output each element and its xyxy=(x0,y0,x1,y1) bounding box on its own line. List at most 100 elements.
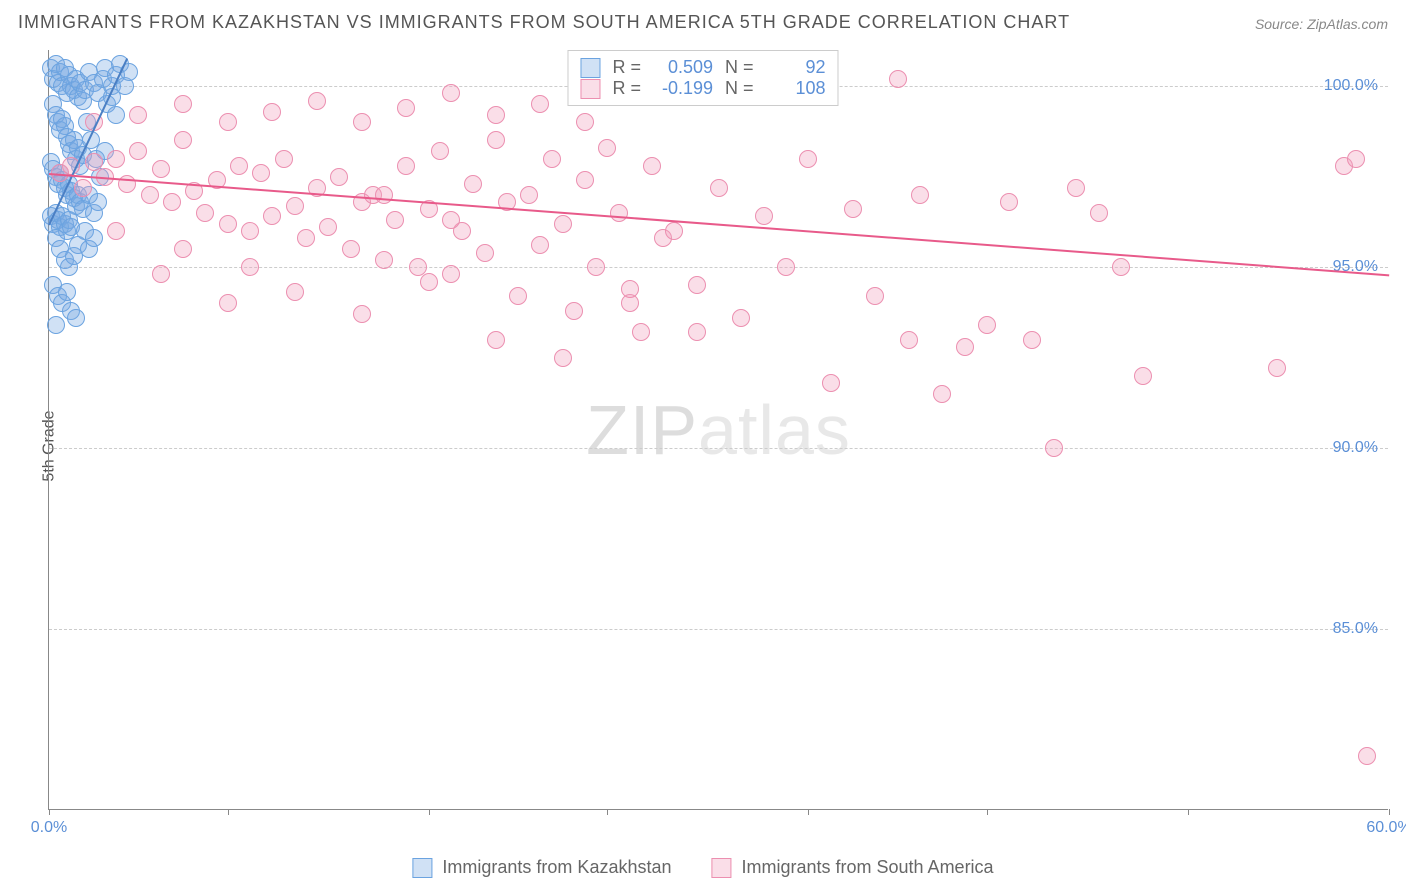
x-tick xyxy=(228,809,229,815)
data-point xyxy=(47,316,65,334)
x-tick xyxy=(987,809,988,815)
data-point xyxy=(386,211,404,229)
data-point xyxy=(476,244,494,262)
data-point xyxy=(487,131,505,149)
legend-swatch xyxy=(580,58,600,78)
data-point xyxy=(587,258,605,276)
data-point xyxy=(442,84,460,102)
data-point xyxy=(956,338,974,356)
data-point xyxy=(509,287,527,305)
data-point xyxy=(275,150,293,168)
data-point xyxy=(330,168,348,186)
data-point xyxy=(1134,367,1152,385)
x-tick xyxy=(607,809,608,815)
data-point xyxy=(543,150,561,168)
data-point xyxy=(174,240,192,258)
legend-label: Immigrants from South America xyxy=(741,857,993,878)
stats-row: R = 0.509 N = 92 xyxy=(580,57,825,78)
data-point xyxy=(152,265,170,283)
data-point xyxy=(1112,258,1130,276)
data-point xyxy=(174,95,192,113)
r-value: 0.509 xyxy=(653,57,713,78)
data-point xyxy=(1067,179,1085,197)
data-point xyxy=(710,179,728,197)
data-point xyxy=(643,157,661,175)
x-tick xyxy=(808,809,809,815)
data-point xyxy=(598,139,616,157)
data-point xyxy=(933,385,951,403)
data-point xyxy=(286,197,304,215)
data-point xyxy=(755,207,773,225)
n-label: N = xyxy=(725,78,754,99)
data-point xyxy=(1023,331,1041,349)
y-tick-label: 85.0% xyxy=(1333,620,1378,638)
r-value: -0.199 xyxy=(653,78,713,99)
data-point xyxy=(397,157,415,175)
data-point xyxy=(442,265,460,283)
data-point xyxy=(375,186,393,204)
data-point xyxy=(610,204,628,222)
data-point xyxy=(241,222,259,240)
watermark: ZIPatlas xyxy=(586,390,851,470)
data-point xyxy=(844,200,862,218)
data-point xyxy=(241,258,259,276)
data-point xyxy=(74,179,92,197)
data-point xyxy=(263,103,281,121)
data-point xyxy=(576,113,594,131)
data-point xyxy=(576,171,594,189)
data-point xyxy=(1045,439,1063,457)
data-point xyxy=(252,164,270,182)
data-point xyxy=(107,106,125,124)
data-point xyxy=(442,211,460,229)
data-point xyxy=(732,309,750,327)
data-point xyxy=(1090,204,1108,222)
x-tick-label: 60.0% xyxy=(1366,819,1406,837)
data-point xyxy=(89,193,107,211)
data-point xyxy=(866,287,884,305)
legend-swatch xyxy=(412,858,432,878)
n-value: 108 xyxy=(766,78,826,99)
data-point xyxy=(152,160,170,178)
source-attribution: Source: ZipAtlas.com xyxy=(1255,16,1388,32)
data-point xyxy=(85,229,103,247)
data-point xyxy=(141,186,159,204)
data-point xyxy=(632,323,650,341)
chart-title: IMMIGRANTS FROM KAZAKHSTAN VS IMMIGRANTS… xyxy=(18,12,1070,33)
y-tick-label: 90.0% xyxy=(1333,439,1378,457)
x-tick xyxy=(429,809,430,815)
n-label: N = xyxy=(725,57,754,78)
data-point xyxy=(219,215,237,233)
data-point xyxy=(107,222,125,240)
data-point xyxy=(520,186,538,204)
y-tick-label: 100.0% xyxy=(1324,77,1378,95)
data-point xyxy=(777,258,795,276)
data-point xyxy=(487,106,505,124)
data-point xyxy=(353,305,371,323)
data-point xyxy=(822,374,840,392)
data-point xyxy=(487,331,505,349)
bottom-legend: Immigrants from KazakhstanImmigrants fro… xyxy=(412,857,993,878)
data-point xyxy=(1347,150,1365,168)
data-point xyxy=(531,236,549,254)
data-point xyxy=(230,157,248,175)
data-point xyxy=(397,99,415,117)
x-tick xyxy=(1389,809,1390,815)
r-label: R = xyxy=(612,57,641,78)
data-point xyxy=(342,240,360,258)
stats-legend-box: R = 0.509 N = 92R = -0.199 N = 108 xyxy=(567,50,838,106)
data-point xyxy=(375,251,393,269)
data-point xyxy=(129,106,147,124)
data-point xyxy=(531,95,549,113)
legend-swatch xyxy=(580,79,600,99)
data-point xyxy=(565,302,583,320)
data-point xyxy=(688,323,706,341)
data-point xyxy=(978,316,996,334)
data-point xyxy=(554,215,572,233)
legend-swatch xyxy=(711,858,731,878)
data-point xyxy=(900,331,918,349)
data-point xyxy=(431,142,449,160)
data-point xyxy=(297,229,315,247)
n-value: 92 xyxy=(766,57,826,78)
data-point xyxy=(286,283,304,301)
data-point xyxy=(464,175,482,193)
